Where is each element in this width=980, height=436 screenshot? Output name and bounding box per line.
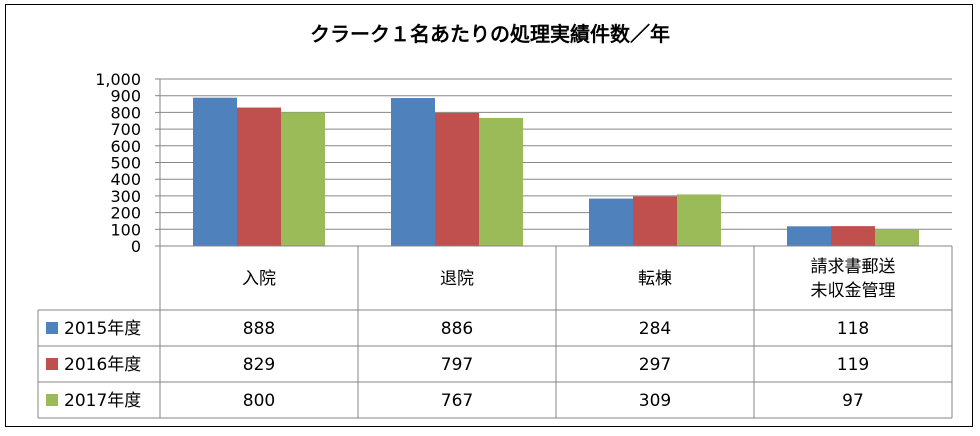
bar — [237, 107, 281, 246]
bar — [633, 196, 677, 246]
y-tick-label: 700 — [110, 120, 141, 139]
data-label: 767 — [441, 391, 473, 411]
category-label: 未収金管理 — [811, 281, 896, 301]
data-label: 284 — [639, 319, 671, 339]
legend-key — [46, 322, 58, 334]
category-label: 請求書郵送 — [811, 257, 896, 277]
y-tick-label: 300 — [110, 187, 141, 206]
y-tick-label: 0 — [131, 237, 141, 256]
y-tick-label: 500 — [110, 154, 141, 173]
legend-key — [46, 358, 58, 370]
data-label: 297 — [639, 355, 671, 375]
data-label: 309 — [639, 391, 671, 411]
category-label: 転棟 — [638, 269, 672, 289]
data-label: 97 — [842, 391, 864, 411]
bar — [193, 97, 237, 246]
data-label: 797 — [441, 355, 473, 375]
data-label: 800 — [243, 391, 275, 411]
y-tick-label: 900 — [110, 87, 141, 106]
data-label: 888 — [243, 319, 275, 339]
bar — [831, 226, 875, 246]
legend-label: 2017年度 — [64, 391, 141, 411]
category-label: 入院 — [242, 269, 276, 289]
legend-label: 2015年度 — [64, 319, 141, 339]
bar — [589, 198, 633, 246]
data-label: 829 — [243, 355, 275, 375]
y-tick-label: 200 — [110, 204, 141, 223]
data-label: 886 — [441, 319, 473, 339]
bars — [193, 97, 919, 247]
bar — [435, 112, 479, 246]
y-tick-label: 100 — [110, 220, 141, 239]
bar — [875, 229, 919, 246]
bar — [787, 226, 831, 246]
bar — [677, 194, 721, 246]
category-label: 退院 — [440, 269, 474, 289]
data-label: 118 — [837, 319, 869, 339]
y-tick-label: 1,000 — [95, 70, 141, 89]
bar — [281, 112, 325, 247]
y-tick-label: 400 — [110, 170, 141, 189]
legend-key — [46, 394, 58, 406]
y-tick-label: 800 — [110, 103, 141, 122]
chart-title: クラーク１名あたりの処理実績件数／年 — [310, 22, 670, 46]
y-tick-label: 600 — [110, 137, 141, 156]
bar — [391, 98, 435, 247]
data-label: 119 — [837, 355, 869, 375]
legend-label: 2016年度 — [64, 355, 141, 375]
bar — [479, 117, 523, 246]
